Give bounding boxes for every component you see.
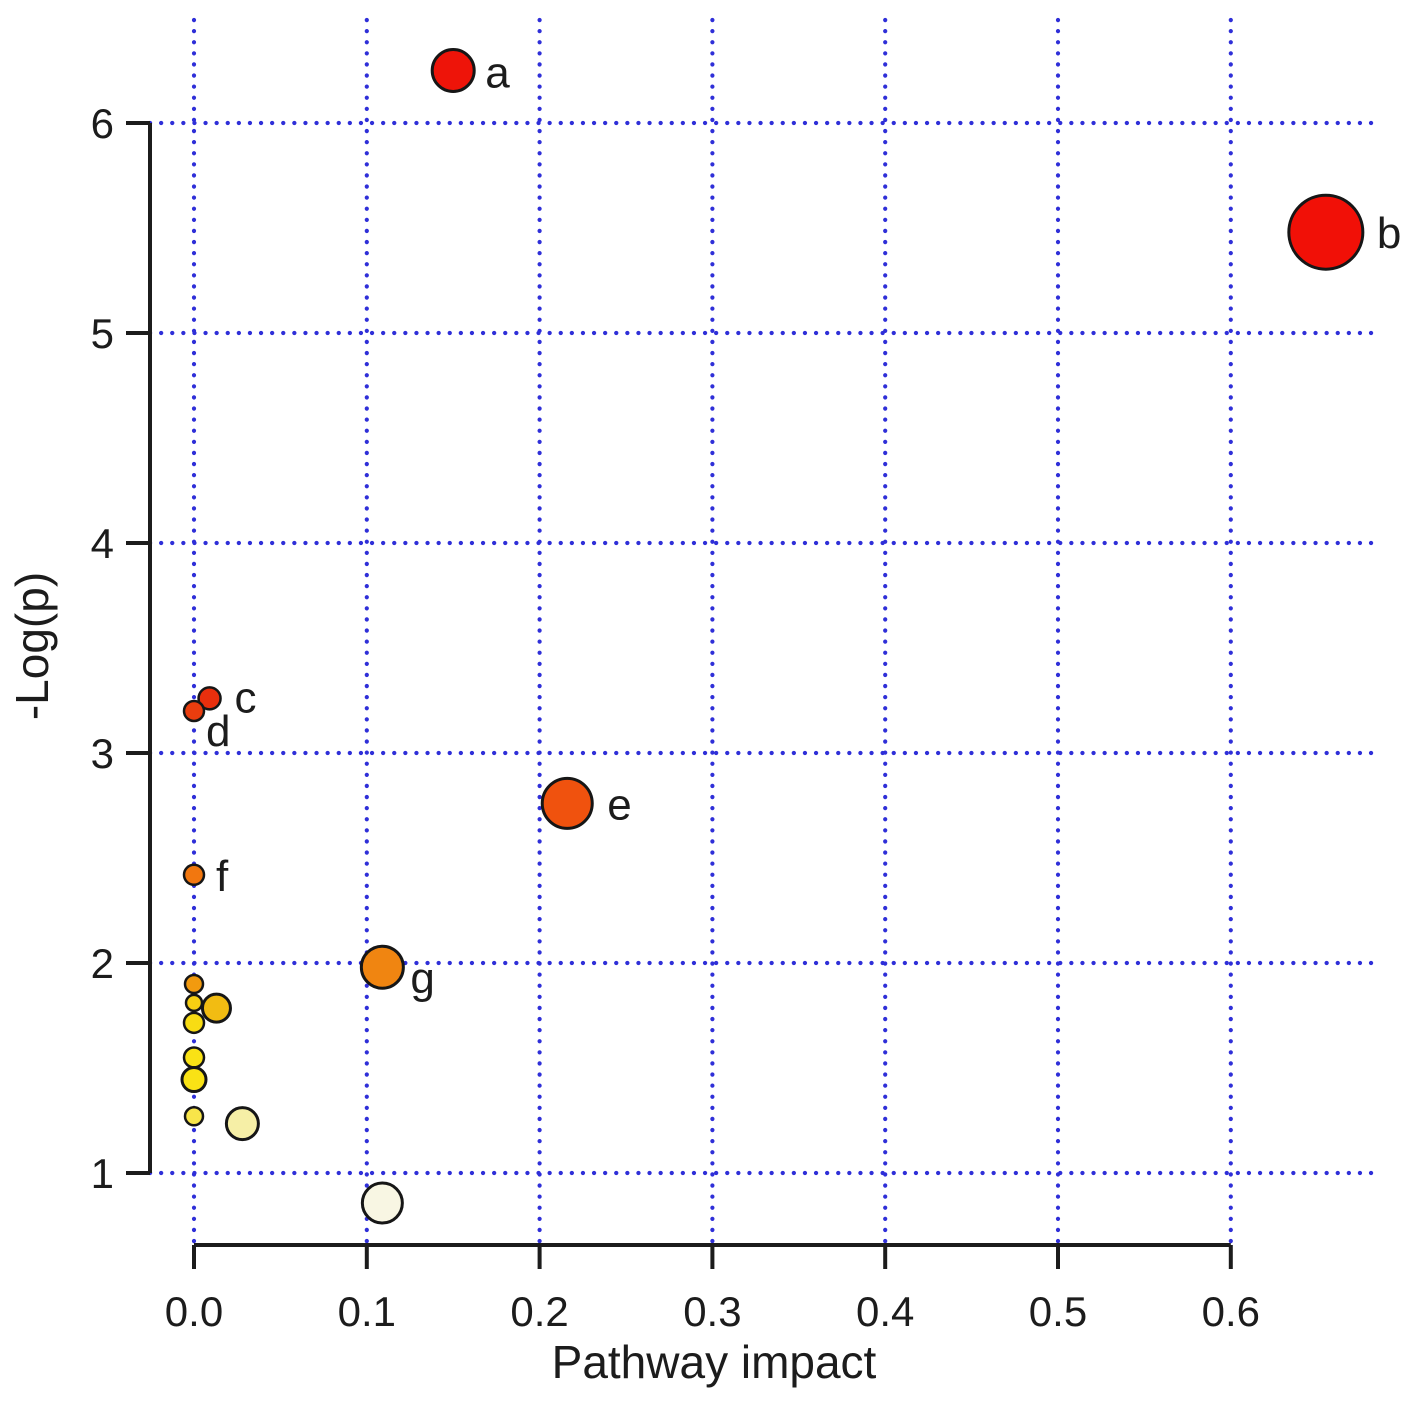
x-tick-label: 0.1 <box>338 1288 396 1335</box>
bubble-label-c: c <box>235 673 257 722</box>
pathway-bubble[interactable] <box>360 1181 404 1225</box>
x-axis-title: Pathway impact <box>552 1336 877 1388</box>
pathway-bubble-b[interactable] <box>1287 193 1365 271</box>
y-tick-label: 6 <box>91 100 114 147</box>
y-tick-label: 3 <box>91 730 114 777</box>
y-tick-label: 1 <box>91 1150 114 1197</box>
pathway-bubble[interactable] <box>180 1066 208 1094</box>
y-tick-label: 4 <box>91 520 114 567</box>
y-axis-title: -Log(p) <box>6 572 58 720</box>
pathway-bubble[interactable] <box>184 993 204 1013</box>
x-tick-label: 0.6 <box>1202 1288 1260 1335</box>
pathway-bubble-c[interactable] <box>197 686 222 711</box>
pathway-bubble-a[interactable] <box>430 48 476 93</box>
bubble-label-e: e <box>607 780 631 829</box>
bubble-label-d: d <box>206 707 230 756</box>
x-tick-label: 0.2 <box>510 1288 568 1335</box>
pathway-bubble[interactable] <box>183 973 205 995</box>
x-axis: 0.0 0.1 0.2 0.3 0.4 0.5 0.6 <box>165 1243 1260 1335</box>
pathway-bubble[interactable] <box>200 992 232 1024</box>
data-points: a b cd e f g <box>180 48 1401 1225</box>
pathway-bubble[interactable] <box>182 1046 206 1069</box>
y-axis: 1 2 3 4 5 6 <box>91 100 152 1197</box>
x-tick-label: 0.0 <box>165 1288 223 1335</box>
x-tick-label: 0.5 <box>1029 1288 1087 1335</box>
pathway-bubble-e[interactable] <box>540 776 594 830</box>
bubble-label-a: a <box>485 49 510 98</box>
pathway-bubble-d[interactable] <box>182 699 206 723</box>
x-tick-label: 0.3 <box>683 1288 741 1335</box>
bubble-label-g: g <box>410 954 434 1003</box>
bubble-label-b: b <box>1377 209 1401 258</box>
pathway-bubble[interactable] <box>224 1106 260 1142</box>
pathway-bubble-g[interactable] <box>359 944 405 990</box>
pathway-bubble-f[interactable] <box>182 863 206 887</box>
gridlines <box>147 17 1375 1248</box>
pathway-bubble[interactable] <box>183 1106 205 1127</box>
y-tick-label: 5 <box>91 310 114 357</box>
y-tick-label: 2 <box>91 940 114 987</box>
bubble-label-f: f <box>216 852 229 901</box>
x-tick-label: 0.4 <box>856 1288 914 1335</box>
pathway-bubble[interactable] <box>182 1011 206 1035</box>
